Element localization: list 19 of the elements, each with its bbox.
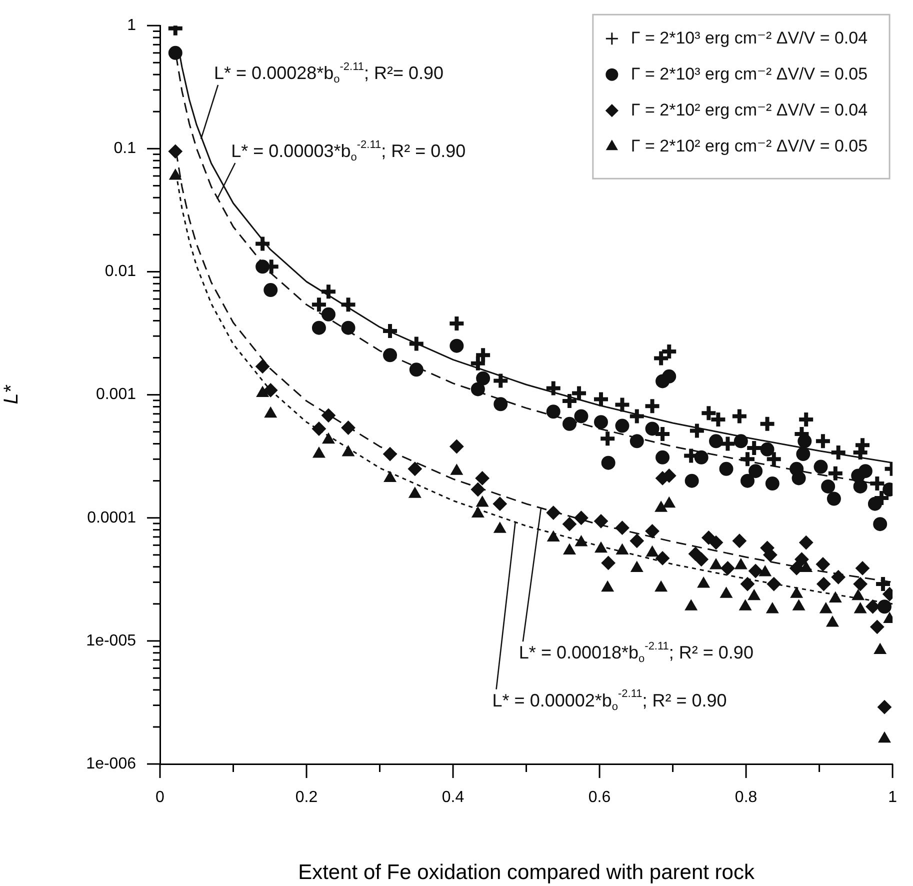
x-tick-label: 0.6: [588, 789, 611, 806]
y-tick-label: 1e-006: [86, 755, 136, 772]
legend-label: Γ = 2*10³ erg cm⁻² ΔV/V = 0.04: [630, 28, 868, 48]
x-tick-label: 0.2: [295, 789, 318, 806]
x-tick-label: 1: [888, 789, 898, 806]
y-tick-label: 0.001: [96, 386, 136, 404]
x-axis-title: Extent of Fe oxidation compared with parent rock: [298, 861, 755, 884]
y-axis-title: L*: [0, 384, 23, 404]
x-tick-label: 0: [156, 789, 165, 806]
legend-label: Γ = 2*10² erg cm⁻² ΔV/V = 0.05: [630, 136, 868, 156]
x-tick-label: 0.8: [734, 789, 758, 806]
y-tick-label: 1: [127, 17, 136, 34]
y-tick-label: 0.0001: [87, 509, 136, 526]
legend-label: Γ = 2*10² erg cm⁻² ΔV/V = 0.04: [630, 100, 868, 120]
legend-label: Γ = 2*10³ erg cm⁻² ΔV/V = 0.05: [630, 64, 868, 84]
y-tick-label: 0.1: [114, 140, 136, 158]
y-tick-label: 0.01: [104, 263, 136, 280]
x-tick-label: 0.4: [442, 789, 464, 806]
y-tick-label: 1e-005: [86, 632, 136, 650]
